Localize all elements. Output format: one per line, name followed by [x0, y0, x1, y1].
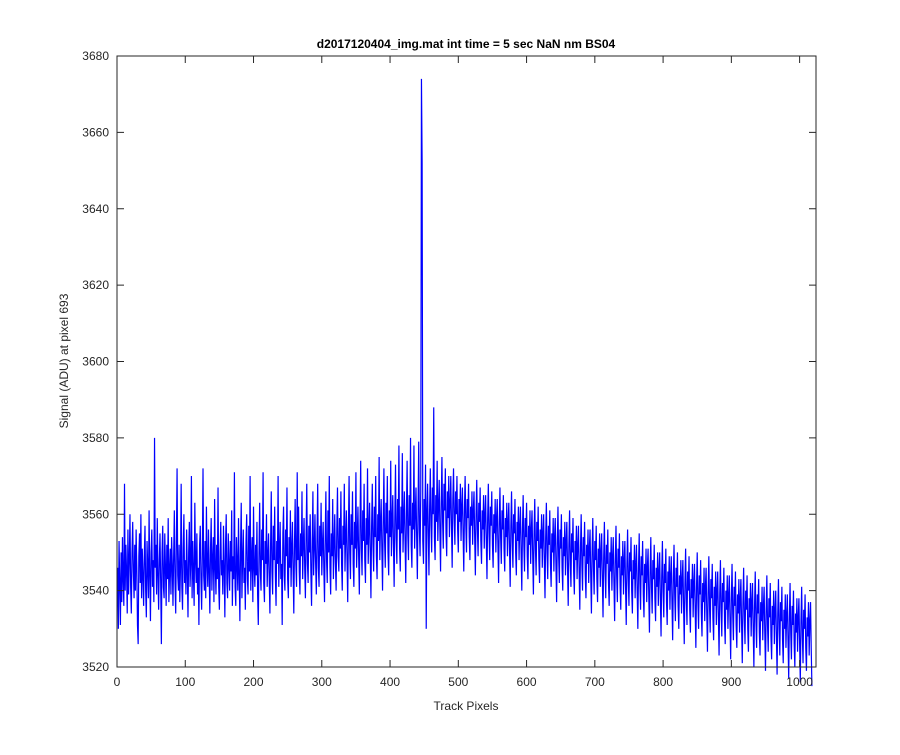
x-tick-label: 500: [448, 675, 468, 689]
y-tick-label: 3520: [82, 660, 109, 674]
y-tick-label: 3540: [82, 584, 109, 598]
y-tick-label: 3620: [82, 278, 109, 292]
x-tick-label: 700: [585, 675, 605, 689]
y-axis-ticks: 3520 3540 3560 3580 3600 3620 3640 3660 3680: [82, 49, 816, 674]
y-tick-label: 3640: [82, 202, 109, 216]
y-tick-label: 3600: [82, 355, 109, 369]
y-tick-label: 3580: [82, 431, 109, 445]
y-tick-label: 3560: [82, 507, 109, 521]
x-tick-label: 600: [517, 675, 537, 689]
x-tick-label: 900: [721, 675, 741, 689]
data-layer: [117, 78, 813, 687]
series-line-1: [117, 78, 813, 687]
y-axis-label: Signal (ADU) at pixel 693: [57, 293, 71, 428]
y-tick-label: 3660: [82, 125, 109, 139]
x-axis-ticks: 0 100 200 300 400 500 600 700 800 900 1000: [114, 56, 813, 689]
x-tick-label: 300: [312, 675, 332, 689]
x-tick-label: 1000: [786, 675, 813, 689]
y-tick-label: 3680: [82, 49, 109, 63]
x-tick-label: 400: [380, 675, 400, 689]
x-tick-label: 800: [653, 675, 673, 689]
x-tick-label: 200: [244, 675, 264, 689]
x-tick-label: 100: [175, 675, 195, 689]
chart-title: d2017120404_img.mat int time = 5 sec NaN…: [317, 37, 616, 51]
x-tick-label: 0: [114, 675, 121, 689]
x-axis-label: Track Pixels: [434, 699, 499, 713]
